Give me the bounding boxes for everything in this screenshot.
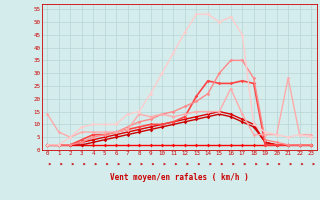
X-axis label: Vent moyen/en rafales ( km/h ): Vent moyen/en rafales ( km/h ) (110, 173, 249, 182)
